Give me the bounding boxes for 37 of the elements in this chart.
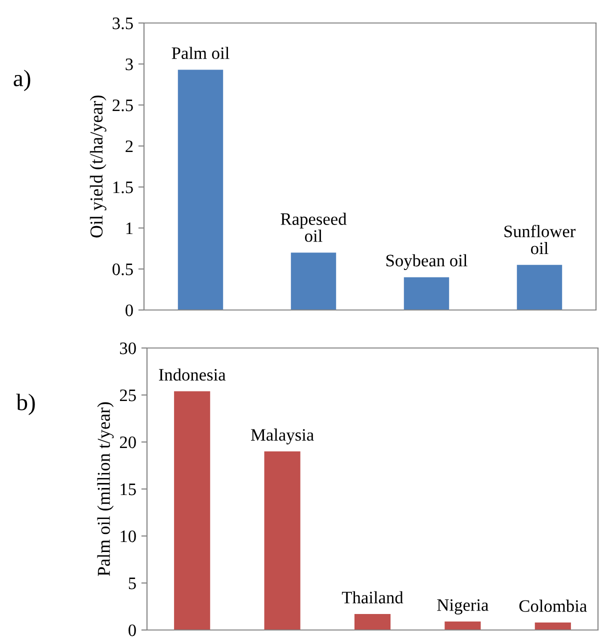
x-tick-label: Nigeria	[437, 599, 488, 614]
x-tick-label: Rapeseed oil	[280, 212, 347, 242]
y-tick-label: 0	[126, 304, 133, 316]
bar	[174, 391, 210, 630]
bar	[264, 451, 300, 630]
y-axis-title: Palm oil (million t/year)	[97, 402, 114, 576]
y-tick-label: 1.5	[113, 182, 133, 194]
bar	[516, 264, 562, 310]
bar	[404, 277, 450, 310]
x-tick-label: Soybean oil	[386, 254, 468, 270]
bar	[534, 622, 571, 630]
y-tick-label: 25	[120, 390, 136, 402]
bar	[354, 614, 391, 630]
y-tick-label: 10	[120, 530, 136, 542]
x-tick-label: Thailand	[342, 591, 404, 604]
x-tick-label: Colombia	[519, 600, 587, 612]
text: a)	[14, 70, 30, 92]
y-tick-label: 5	[128, 578, 136, 590]
y-tick-label: 3.5	[112, 18, 133, 30]
y-tick-label: 15	[120, 484, 136, 496]
x-tick-label: Indonesia	[158, 368, 226, 381]
x-tick-label: Sunflower oil	[504, 224, 576, 254]
bar	[444, 622, 481, 630]
y-axis-title: Oil yield (t/ha/year)	[90, 96, 106, 238]
y-tick-label: 0	[128, 624, 136, 636]
y-tick-label: 3	[126, 58, 133, 70]
y-tick-label: 2	[126, 140, 133, 152]
y-tick-label: 0.5	[112, 263, 133, 276]
y-tick-label: 30	[120, 342, 136, 354]
text: b)	[16, 394, 35, 416]
x-tick-label: Malaysia	[250, 428, 314, 444]
y-tick-label: 1	[126, 222, 133, 234]
x-tick-label: Palm oil	[172, 46, 230, 60]
y-tick-label: 20	[120, 436, 136, 448]
bar	[290, 252, 336, 310]
bar	[178, 70, 224, 310]
y-tick-label: 2.5	[112, 100, 133, 112]
